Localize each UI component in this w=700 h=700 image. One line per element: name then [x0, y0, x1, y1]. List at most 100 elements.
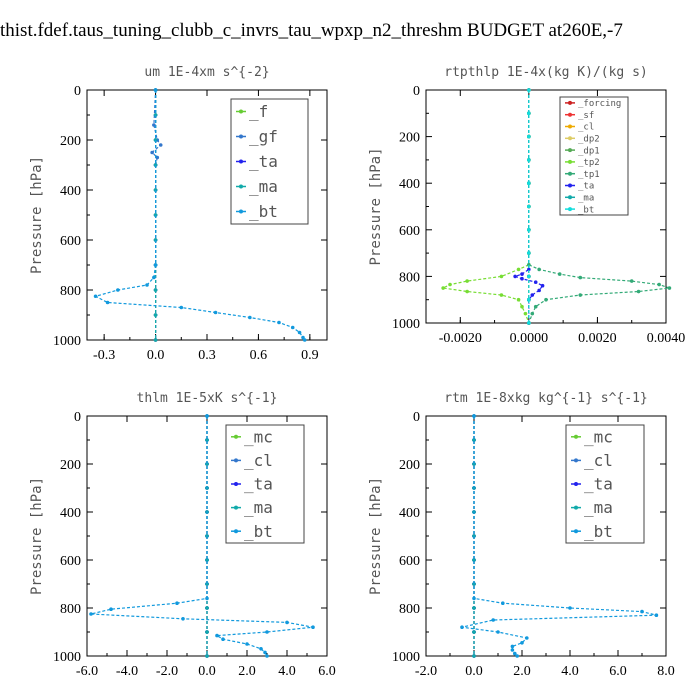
series-line-tp1: [528, 90, 670, 324]
data-point: [290, 325, 295, 330]
data-point: [259, 647, 263, 651]
legend-marker: [568, 112, 572, 117]
chart-rtm: rtm 1E-8xkg kg^{-1} s^{-1} Pressure [hPa]…: [368, 391, 675, 679]
data-point: [265, 630, 269, 634]
y-tick-label: 800: [399, 602, 420, 617]
data-point: [578, 275, 583, 280]
legend-marker: [239, 184, 243, 189]
data-point: [263, 650, 267, 655]
data-point: [513, 274, 517, 279]
data-point: [499, 293, 504, 297]
data-point: [533, 304, 538, 309]
data-point: [520, 304, 524, 309]
data-point: [155, 155, 160, 160]
x-tick-label: 0.0040: [647, 331, 686, 346]
data-point: [527, 262, 531, 267]
y-tick-label: 600: [399, 554, 420, 569]
y-tick-label: 1000: [53, 650, 81, 665]
legend-label: _ta: [578, 182, 594, 192]
legend-label: _bt: [584, 522, 613, 541]
panel-title: um 1E-4xm s^{-2}: [144, 65, 269, 80]
data-point: [465, 289, 469, 294]
legend-label: _ta: [244, 475, 273, 494]
x-tick-label: 8.0: [657, 664, 675, 679]
y-tick-label: 200: [60, 134, 81, 149]
data-point: [465, 279, 469, 283]
legend-label: _tp2: [578, 158, 600, 168]
legend-label: _gf: [249, 127, 278, 146]
x-tick-label: 6.0: [318, 664, 336, 679]
legend-label: _mc: [244, 427, 273, 446]
data-point: [629, 279, 634, 283]
x-tick-label: -6.0: [76, 664, 98, 679]
data-point: [213, 310, 218, 315]
data-point: [205, 596, 209, 601]
data-point: [501, 601, 505, 605]
data-point: [93, 294, 98, 299]
data-point: [153, 288, 158, 292]
data-point: [311, 625, 315, 629]
y-tick-label: 0: [74, 410, 81, 425]
legend-box: [559, 96, 629, 216]
data-point: [496, 630, 500, 634]
x-tick-label: -4.0: [116, 664, 138, 679]
data-point: [527, 111, 531, 116]
legend-label: _dp1: [578, 146, 600, 156]
legend-marker: [568, 136, 572, 141]
data-point: [105, 300, 110, 305]
y-tick-label: 1000: [53, 334, 81, 349]
data-point: [472, 654, 476, 658]
data-point: [472, 558, 476, 562]
y-axis-label: Pressure [hPa]: [368, 147, 384, 265]
legend-label: _cl: [578, 123, 594, 133]
y-tick-label: 800: [60, 602, 81, 617]
data-point: [527, 158, 531, 162]
data-point: [179, 305, 184, 310]
x-tick-label: 0.9: [301, 348, 319, 363]
data-point: [527, 88, 531, 92]
legend-label: _cl: [244, 451, 273, 470]
legend-marker: [239, 134, 243, 139]
x-tick-label: -2.0: [415, 664, 437, 679]
data-point: [499, 274, 504, 279]
legend-marker: [239, 159, 243, 164]
y-tick-label: 200: [399, 458, 420, 473]
legend-marker: [568, 207, 572, 212]
data-point: [265, 654, 269, 658]
panel-title: thlm 1E-5xK s^{-1}: [137, 391, 278, 406]
y-axis-label: Pressure [hPa]: [29, 156, 45, 274]
x-tick-label: 0.0: [147, 348, 165, 363]
data-point: [533, 280, 538, 285]
data-point: [530, 311, 535, 316]
data-point: [152, 123, 156, 127]
data-point: [89, 612, 93, 616]
data-point: [460, 625, 464, 629]
x-tick-label: 0.6: [250, 348, 268, 363]
legend-marker: [234, 458, 238, 463]
y-axis-label: Pressure [hPa]: [29, 477, 45, 595]
data-point: [523, 311, 528, 316]
y-tick-label: 600: [60, 554, 81, 569]
data-point: [175, 601, 179, 605]
data-point: [557, 272, 562, 276]
data-point: [221, 637, 225, 641]
legend-marker: [574, 458, 578, 463]
legend-label: _bt: [249, 202, 278, 221]
legend-marker: [568, 159, 572, 164]
data-point: [205, 438, 209, 442]
data-point: [667, 286, 672, 290]
data-point: [636, 289, 641, 294]
x-tick-label: 0.3: [198, 348, 216, 363]
y-tick-label: 400: [399, 177, 420, 192]
legend-marker: [239, 209, 243, 214]
legend-label: _mc: [584, 427, 613, 446]
legend-marker: [234, 505, 238, 510]
data-point: [245, 642, 249, 646]
x-tick-label: 0.0000: [510, 331, 549, 346]
data-point: [544, 297, 548, 302]
data-point: [530, 293, 535, 297]
data-point: [654, 613, 659, 617]
legend-label: _f: [249, 102, 268, 121]
data-point: [205, 414, 209, 418]
x-tick-label: -0.0020: [439, 331, 482, 346]
